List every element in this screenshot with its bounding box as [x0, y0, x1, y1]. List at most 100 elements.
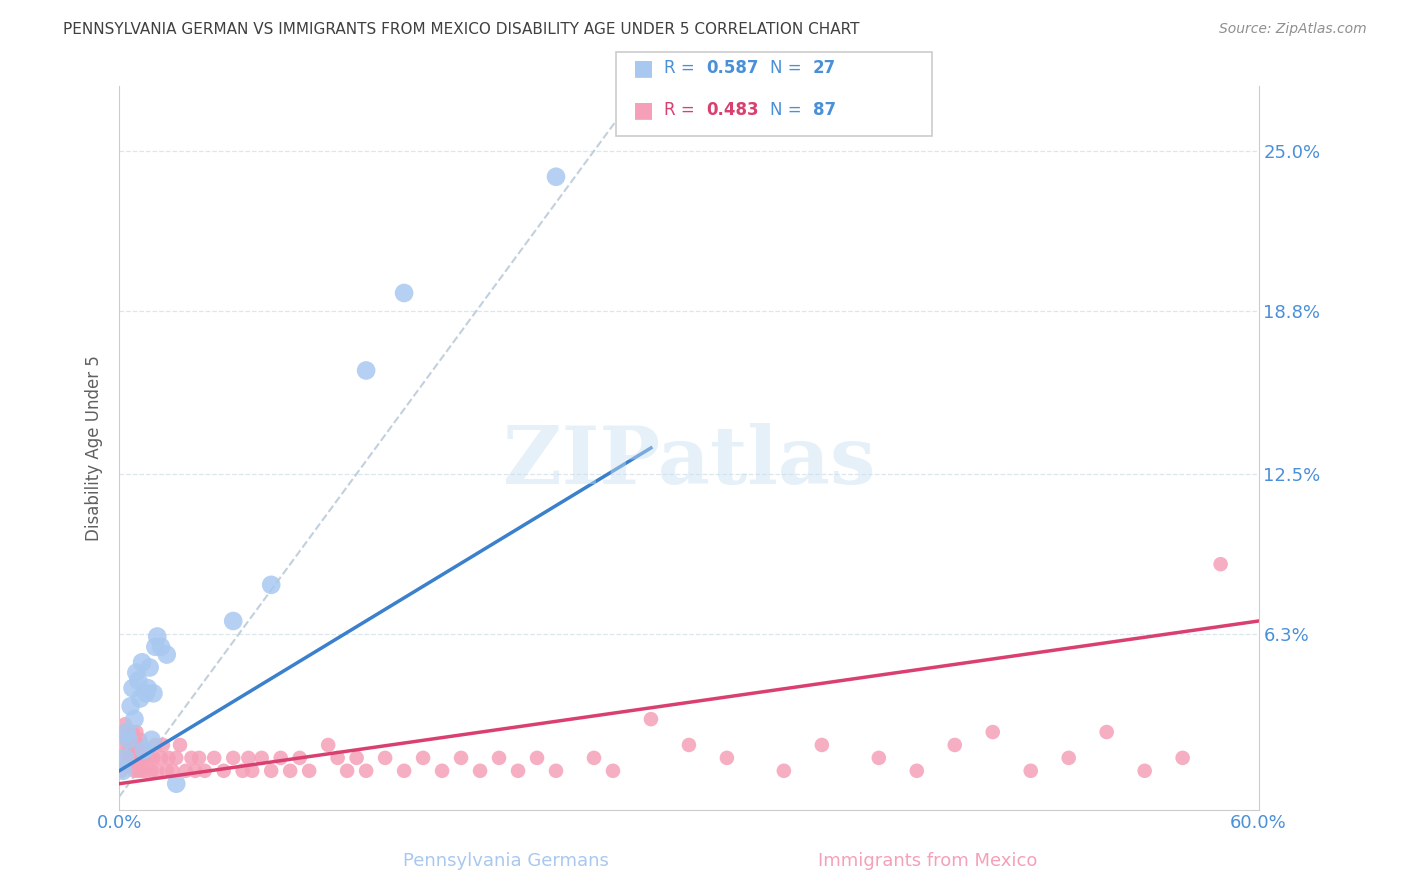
- Point: [202, 751, 225, 765]
- Text: R =: R =: [664, 101, 700, 120]
- Point: [238, 751, 260, 765]
- Point: [346, 751, 368, 765]
- Point: [526, 751, 548, 765]
- Text: ■: ■: [633, 100, 654, 120]
- Point: [138, 751, 160, 765]
- Point: [124, 764, 146, 778]
- Point: [326, 751, 349, 765]
- Point: [981, 725, 1004, 739]
- Point: [240, 764, 263, 778]
- Point: [142, 686, 165, 700]
- Point: [141, 764, 163, 778]
- Point: [184, 764, 207, 778]
- Point: [288, 751, 311, 765]
- Text: Source: ZipAtlas.com: Source: ZipAtlas.com: [1219, 22, 1367, 37]
- Point: [118, 751, 141, 765]
- Point: [121, 751, 143, 765]
- Point: [544, 169, 567, 184]
- Point: [136, 681, 159, 695]
- Text: 0.587: 0.587: [706, 59, 758, 77]
- Text: 87: 87: [813, 101, 835, 120]
- Point: [156, 648, 179, 662]
- Point: [114, 751, 136, 765]
- Point: [1057, 751, 1080, 765]
- Point: [222, 751, 245, 765]
- Point: [146, 764, 169, 778]
- Point: [336, 764, 359, 778]
- Text: N =: N =: [770, 101, 807, 120]
- Point: [115, 725, 138, 739]
- Text: 27: 27: [813, 59, 837, 77]
- Point: [316, 738, 339, 752]
- Point: [115, 758, 138, 772]
- Point: [165, 777, 187, 791]
- Point: [1209, 557, 1232, 571]
- Point: [174, 764, 197, 778]
- Point: [602, 764, 624, 778]
- Point: [141, 732, 163, 747]
- Point: [115, 732, 138, 747]
- Point: [374, 751, 396, 765]
- Point: [118, 743, 141, 757]
- Point: [120, 758, 142, 772]
- Text: ZIPatlas: ZIPatlas: [503, 424, 875, 501]
- Point: [127, 738, 149, 752]
- Point: [392, 764, 415, 778]
- Point: [146, 630, 169, 644]
- Point: [1133, 764, 1156, 778]
- Point: [430, 764, 453, 778]
- Point: [905, 764, 928, 778]
- Point: [678, 738, 700, 752]
- Point: [544, 764, 567, 778]
- Point: [773, 764, 796, 778]
- Point: [1171, 751, 1194, 765]
- Point: [150, 751, 173, 765]
- Point: [112, 725, 135, 739]
- Point: [138, 660, 160, 674]
- Point: [194, 764, 217, 778]
- Point: [450, 751, 472, 765]
- Point: [354, 363, 377, 377]
- Point: [1095, 725, 1118, 739]
- Point: [222, 614, 245, 628]
- Point: [868, 751, 890, 765]
- Point: [943, 738, 966, 752]
- Point: [132, 751, 155, 765]
- Point: [112, 751, 135, 765]
- Point: [180, 751, 202, 765]
- Point: [114, 717, 136, 731]
- Point: [506, 764, 529, 778]
- Text: Pennsylvania Germans: Pennsylvania Germans: [404, 852, 609, 870]
- Point: [412, 751, 434, 765]
- Point: [132, 743, 155, 757]
- Point: [188, 751, 211, 765]
- Point: [131, 738, 153, 752]
- Point: [112, 764, 135, 778]
- Point: [260, 764, 283, 778]
- Point: [157, 751, 180, 765]
- Point: [143, 640, 166, 654]
- Text: R =: R =: [664, 59, 700, 77]
- Point: [232, 764, 254, 778]
- Point: [129, 751, 152, 765]
- Point: [152, 738, 174, 752]
- Point: [136, 743, 159, 757]
- Point: [354, 764, 377, 778]
- Point: [169, 738, 191, 752]
- Point: [260, 578, 283, 592]
- Point: [212, 764, 235, 778]
- Point: [298, 764, 321, 778]
- Point: [125, 725, 148, 739]
- Text: ■: ■: [633, 58, 654, 78]
- Point: [150, 640, 173, 654]
- Point: [250, 751, 273, 765]
- Y-axis label: Disability Age Under 5: Disability Age Under 5: [86, 355, 103, 541]
- Point: [110, 764, 132, 778]
- Text: N =: N =: [770, 59, 807, 77]
- Point: [270, 751, 292, 765]
- Point: [582, 751, 605, 765]
- Point: [129, 691, 152, 706]
- Point: [1019, 764, 1042, 778]
- Point: [129, 732, 152, 747]
- Point: [121, 681, 143, 695]
